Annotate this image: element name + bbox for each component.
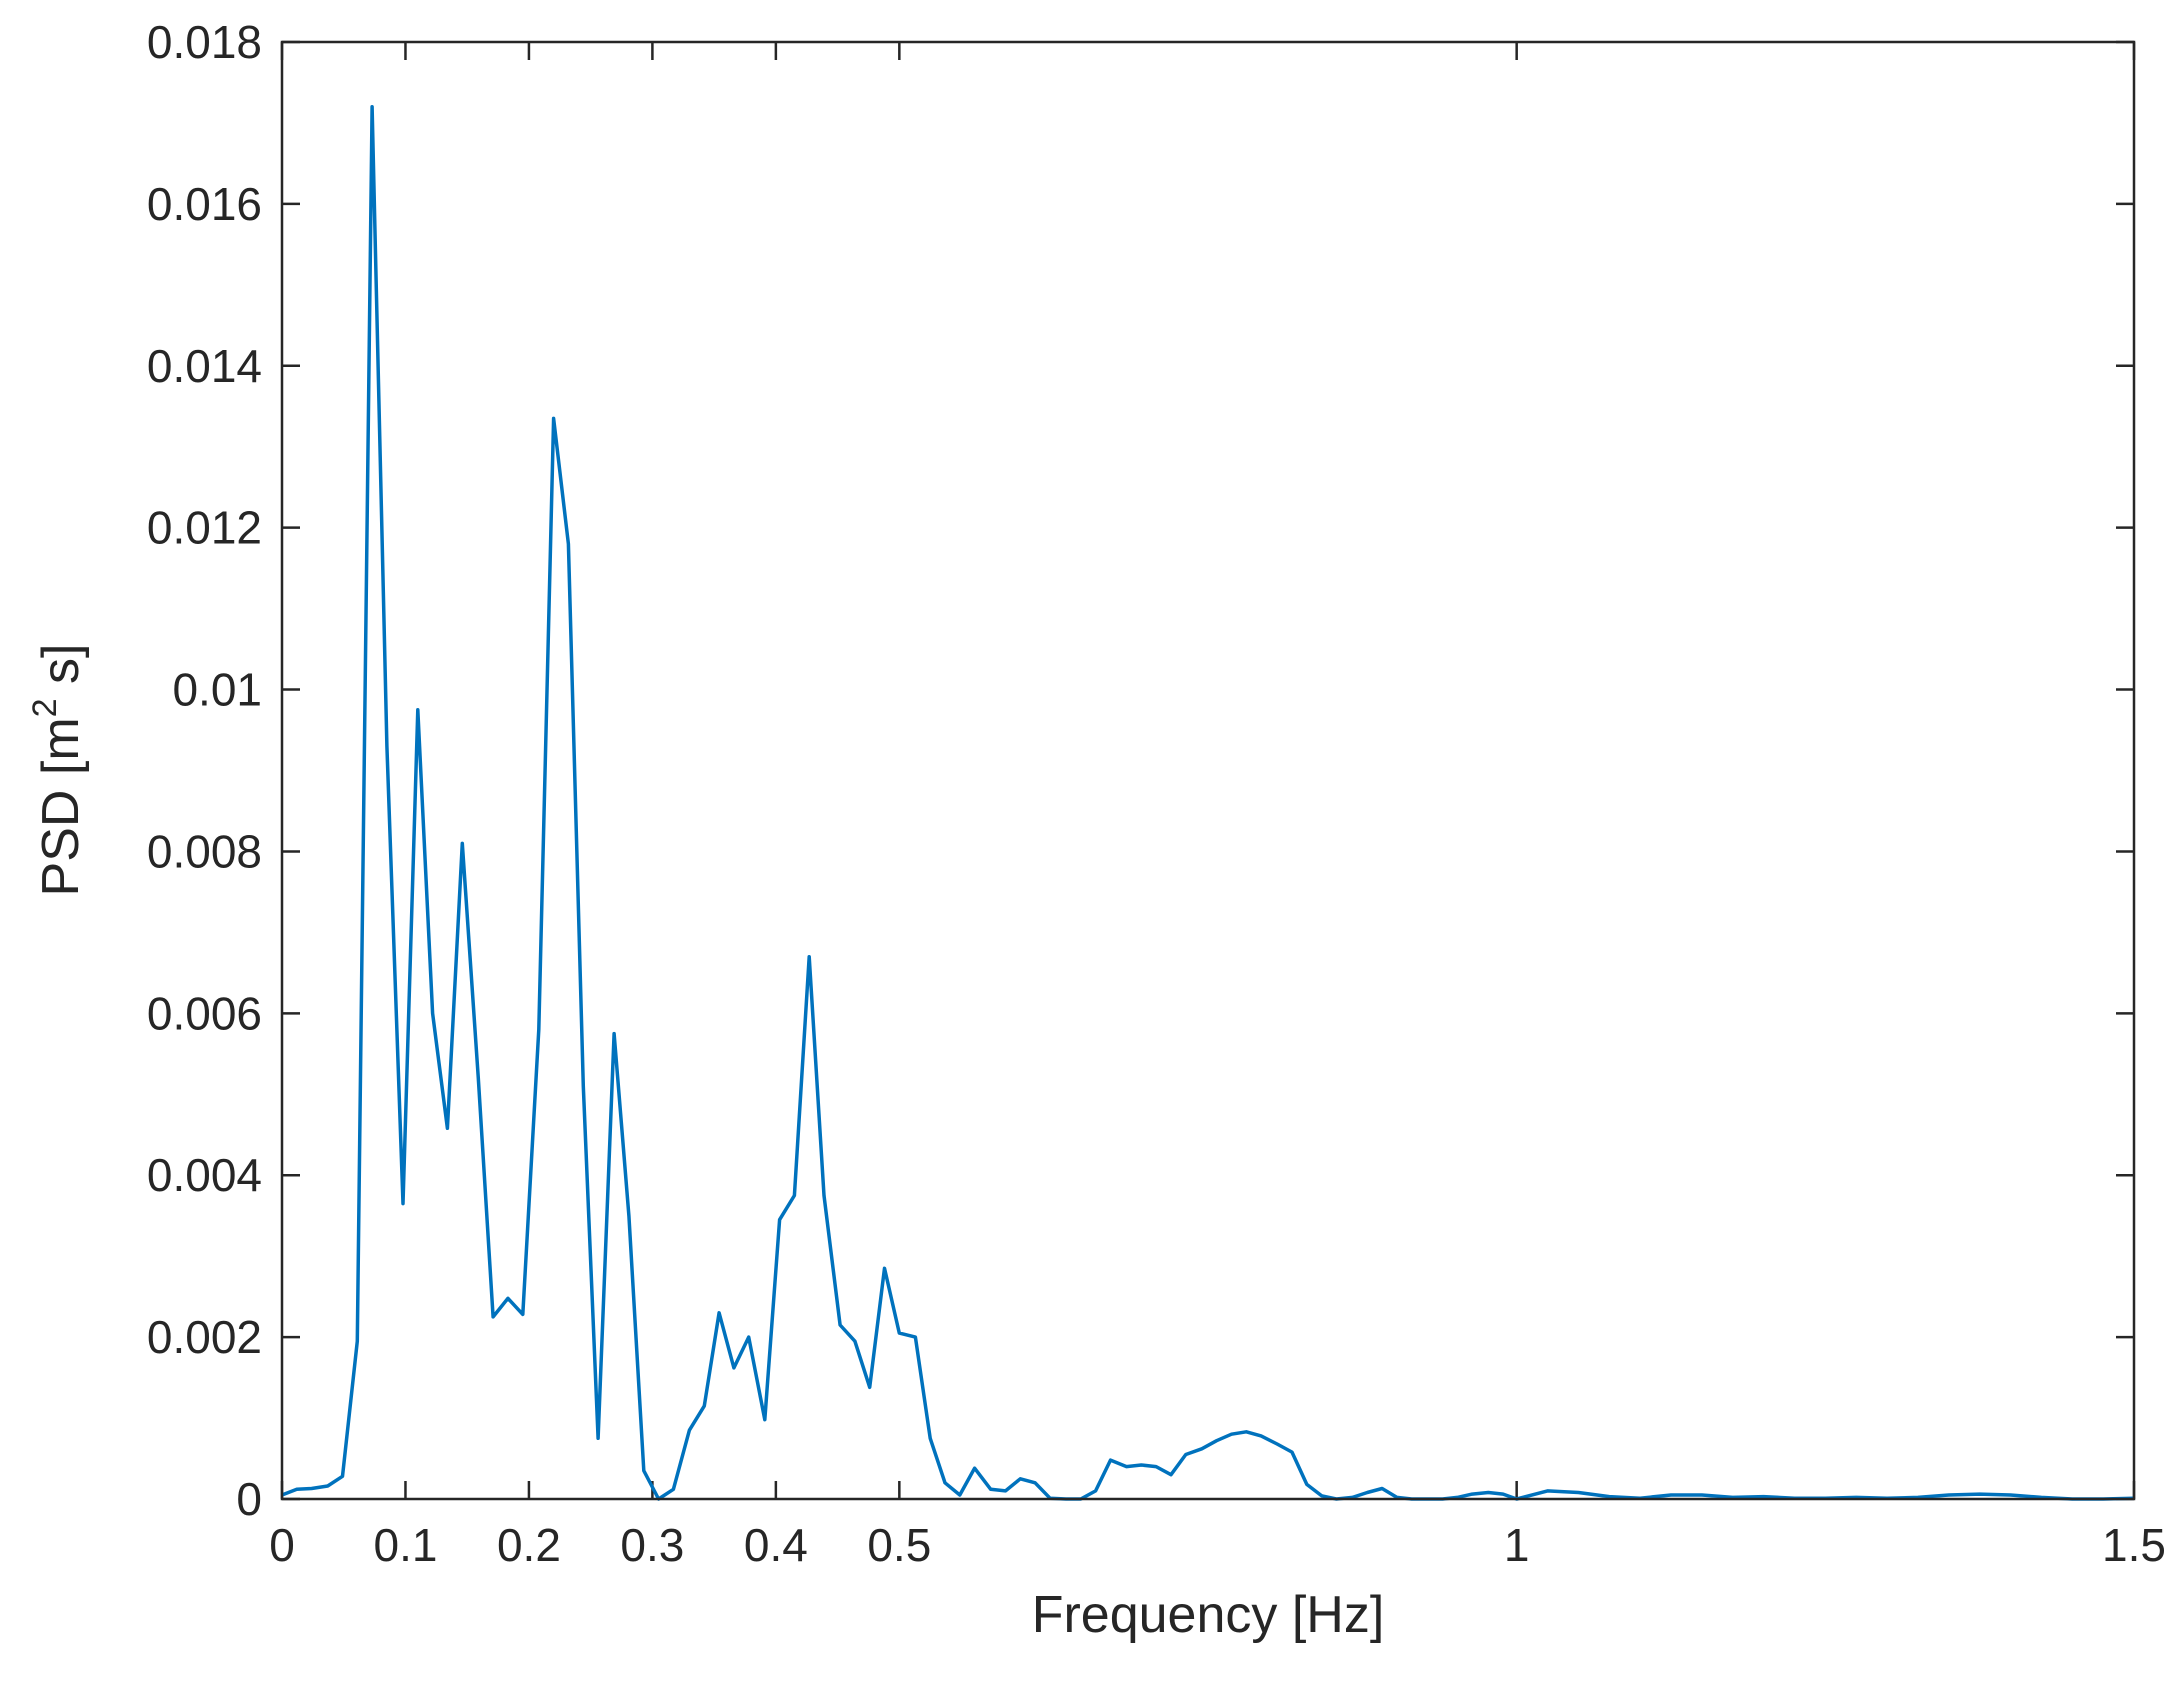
y-tick-label: 0.012 [147, 502, 262, 554]
x-tick-label: 0.1 [373, 1519, 437, 1571]
y-axis-label-prefix: PSD [m [32, 717, 90, 896]
x-tick-label: 0.5 [867, 1519, 931, 1571]
y-tick-label: 0.018 [147, 16, 262, 68]
plot-frame [280, 40, 2136, 1501]
x-tick-label: 0.3 [620, 1519, 684, 1571]
y-tick-label: 0.006 [147, 987, 262, 1039]
x-axis-label: Frequency [Hz] [1032, 1586, 1385, 1644]
plot-background [282, 42, 2134, 1499]
y-tick-label: 0 [236, 1473, 262, 1525]
x-tick-label: 0 [269, 1519, 295, 1571]
y-tick-label: 0.008 [147, 825, 262, 877]
y-axis-label-superscript: 2 [26, 698, 64, 717]
x-tick-label: 0.2 [497, 1519, 561, 1571]
y-tick-label: 0.002 [147, 1311, 262, 1363]
y-tick-label: 0.016 [147, 178, 262, 230]
x-tick-label: 1.5 [2102, 1519, 2166, 1571]
x-tick-label: 1 [1504, 1519, 1530, 1571]
y-axis-label-suffix: s] [32, 644, 90, 699]
y-tick-label: 0.01 [172, 664, 262, 716]
tick-labels: 0 0.1 0.2 0.3 0.4 0.5 1 1.5 0 0.002 0.004 0.006 0.00… [147, 16, 2166, 1571]
y-tick-label: 0.014 [147, 340, 262, 392]
y-tick-label: 0.004 [147, 1149, 262, 1201]
x-tick-label: 0.4 [744, 1519, 808, 1571]
y-axis-label: PSD [m2 s] [26, 644, 90, 897]
